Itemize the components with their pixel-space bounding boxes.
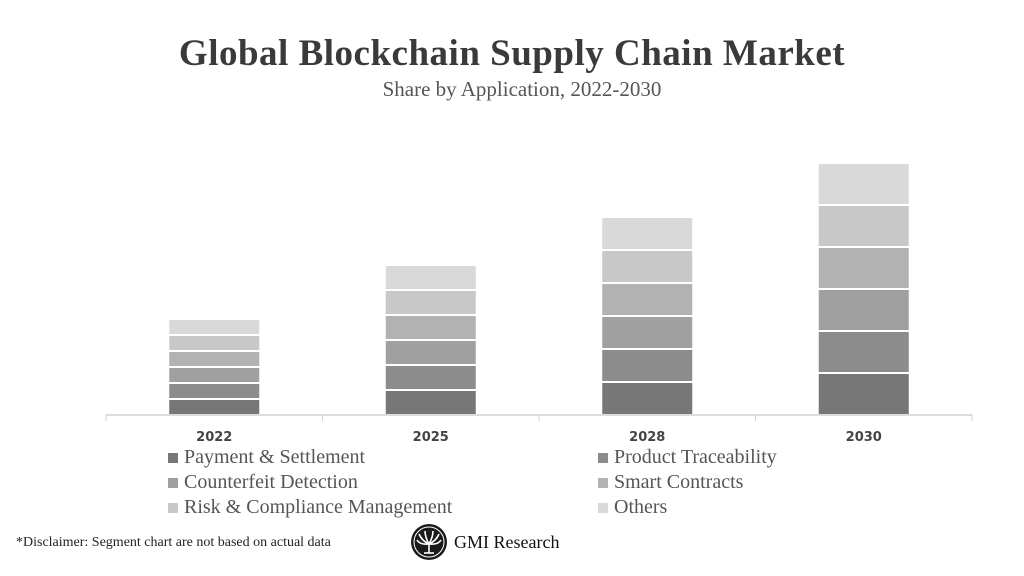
legend-item: Product Traceability (598, 446, 777, 469)
bar-segment (818, 332, 909, 372)
legend-label: Payment & Settlement (184, 446, 366, 468)
legend-label: Risk & Compliance Management (184, 496, 453, 518)
legend-swatch (168, 502, 178, 513)
bar-segment (818, 374, 909, 414)
chart-title: Global Blockchain Supply Chain Market (178, 33, 846, 74)
legend-swatch (168, 452, 178, 463)
bar-segment (602, 284, 693, 315)
legend-item: Counterfeit Detection (168, 471, 358, 494)
bar-segment (602, 218, 693, 249)
bar-segment (385, 291, 476, 314)
logo-text: GMI Research (454, 531, 560, 552)
legend-swatch (598, 502, 608, 513)
legend-label: Smart Contracts (614, 471, 744, 493)
legend-label: Others (614, 496, 668, 518)
bar-segment (602, 251, 693, 282)
bar-segment (169, 368, 260, 382)
x-tick-label: 2025 (413, 430, 449, 445)
bar-segment (385, 316, 476, 339)
bar-segment (385, 391, 476, 414)
legend-item: Smart Contracts (598, 471, 743, 494)
gmi-logo-icon (411, 524, 447, 560)
x-tick-label: 2028 (629, 430, 665, 445)
legend-label: Counterfeit Detection (184, 471, 358, 493)
bar-segment (385, 366, 476, 389)
gmi-logo: GMI Research (410, 523, 559, 561)
chart-subtitle: Share by Application, 2022-2030 (382, 77, 662, 101)
legend-label: Product Traceability (614, 446, 777, 468)
bar-segment (169, 320, 260, 334)
bar-segment (818, 248, 909, 288)
bar-segment (602, 317, 693, 348)
x-tick-label: 2030 (846, 430, 882, 445)
legend-item: Payment & Settlement (168, 446, 365, 469)
bar-segment (818, 164, 909, 204)
stacked-bar-chart: 2022 2025 2028 2030 (105, 164, 973, 445)
bar-segment (385, 341, 476, 364)
bar-segment (169, 352, 260, 366)
legend-swatch (168, 477, 178, 488)
bar-segment (818, 206, 909, 246)
x-tick-label: 2022 (196, 430, 232, 445)
bar-segment (602, 383, 693, 414)
bar-segment (602, 350, 693, 381)
bar-segment (169, 384, 260, 398)
legend-swatch (598, 452, 608, 463)
bar-segment (385, 266, 476, 289)
bar-segment (169, 400, 260, 414)
legend-item: Risk & Compliance Management (168, 496, 452, 519)
legend-swatch (598, 477, 608, 488)
disclaimer: *Disclaimer: Segment chart are not based… (16, 535, 331, 550)
legend-item: Others (598, 496, 667, 519)
bar-segment (818, 290, 909, 330)
bar-segment (169, 336, 260, 350)
